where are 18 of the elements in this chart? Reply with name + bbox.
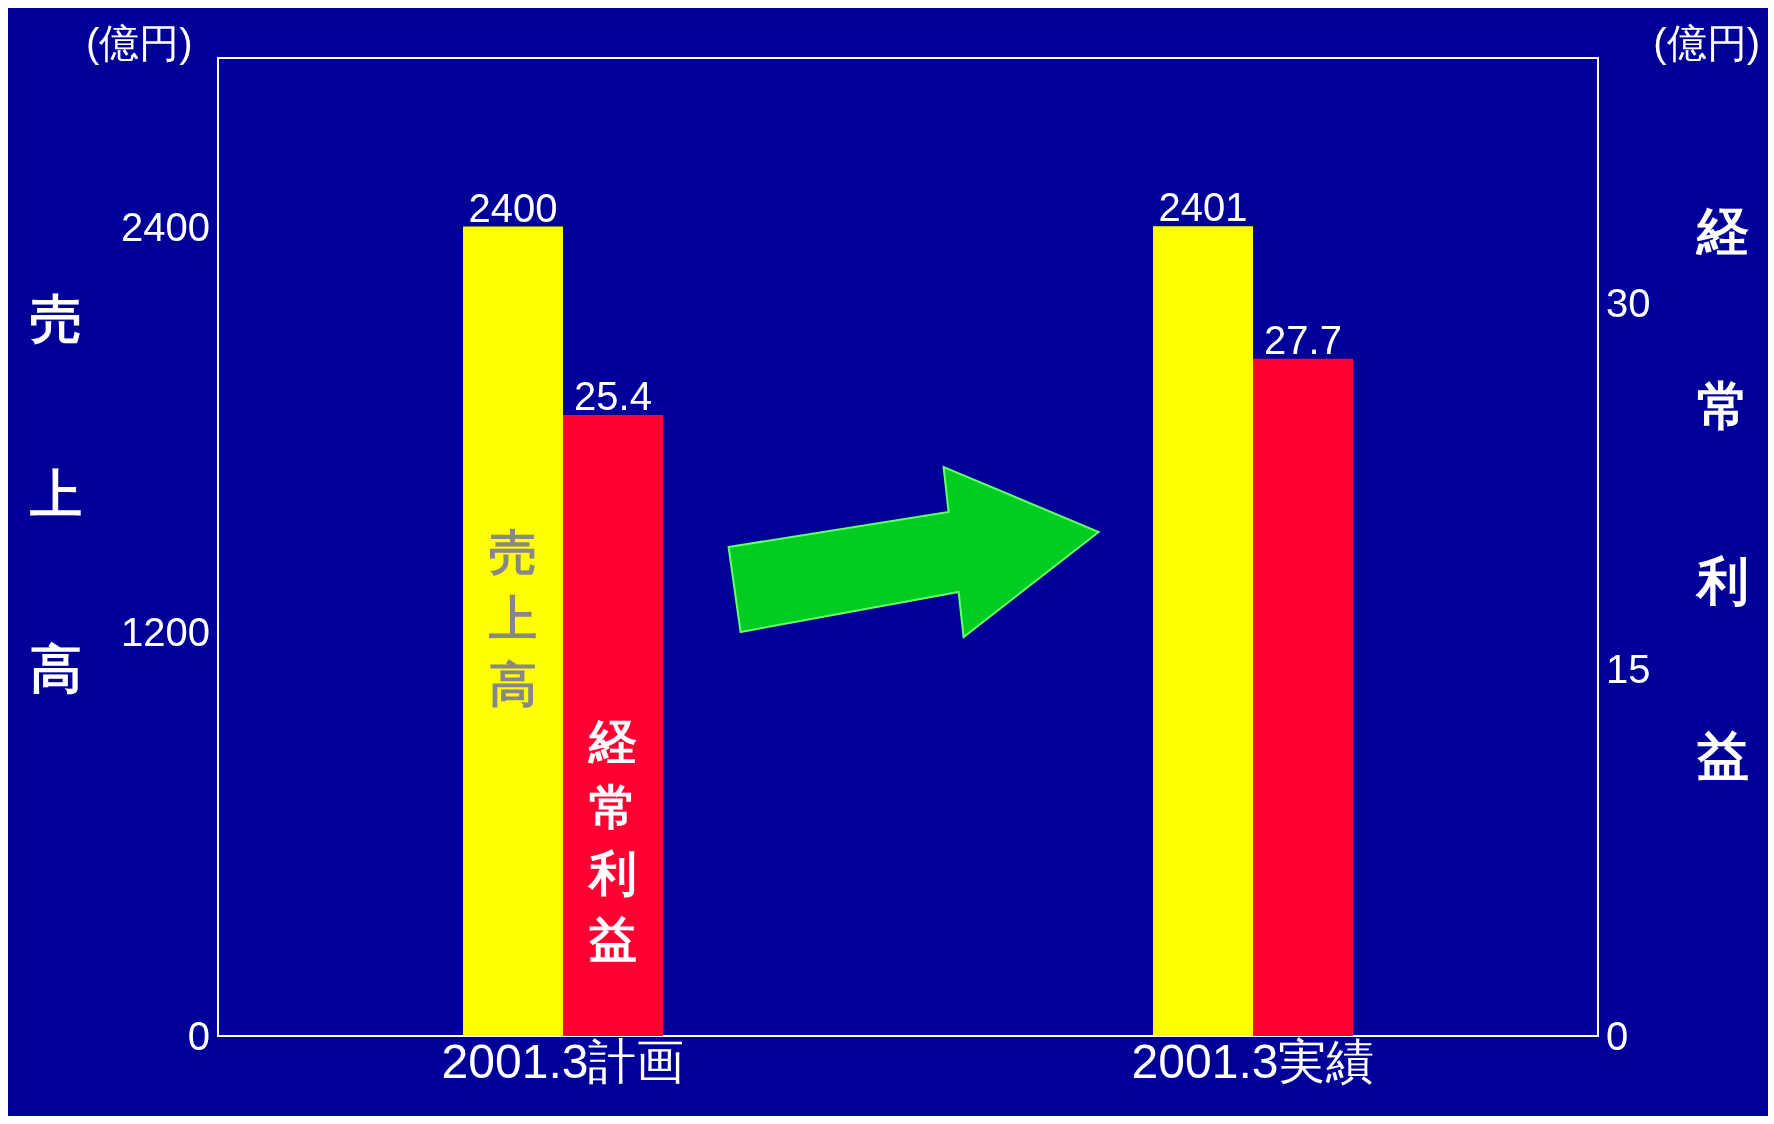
y-tick-label: 1200: [121, 609, 210, 654]
x-tick-label: 2001.3計画: [441, 1035, 685, 1089]
y2-tick-label: 0: [1606, 1014, 1629, 1059]
y-tick-label: 0: [187, 1014, 210, 1059]
series-label: 売上高: [489, 526, 537, 712]
series-label: 経常利益: [587, 714, 637, 966]
data-label: 2401: [1158, 185, 1248, 230]
text: 経常利益: [1697, 202, 1749, 786]
text: 売上高: [30, 289, 82, 698]
x-tick-label: 2001.3実績: [1131, 1035, 1375, 1089]
data-label: 27.7: [1264, 317, 1342, 362]
data-label: 2400: [468, 185, 558, 230]
y2-tick-label: 15: [1606, 647, 1651, 692]
y-tick-label: 2400: [121, 204, 210, 249]
y2-tick-label: 30: [1606, 280, 1651, 325]
text: (億円): [86, 20, 193, 67]
data-label: 25.4: [574, 373, 652, 418]
text: (億円): [1653, 20, 1760, 67]
